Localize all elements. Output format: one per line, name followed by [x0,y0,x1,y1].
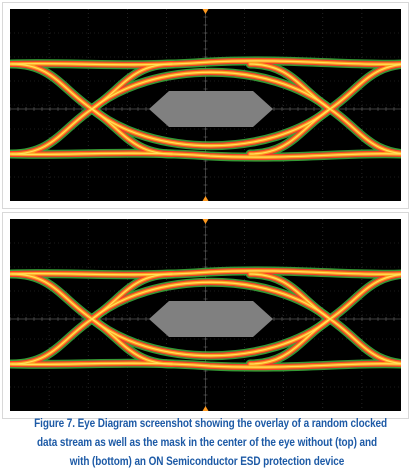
trigger-marker-bottom [202,196,209,201]
eye-trace [10,60,401,66]
eye-trace [91,71,331,110]
eye-diagram-top-frame [2,2,409,209]
eye-trace [91,281,331,320]
eye-trace [91,108,331,147]
caption-line-2: data stream as well as the mask in the c… [37,436,377,449]
figure-caption: Figure 7. Eye Diagram screenshot showing… [34,414,388,471]
eye-trace [10,362,401,368]
eye-trace [249,63,401,155]
eye-traces [10,266,401,372]
caption-line-1: Figure 7. Eye Diagram screenshot showing… [34,417,388,430]
scope-screen-top [10,9,401,201]
trigger-marker-bottom [202,406,209,411]
eye-trace [10,270,401,276]
eye-trace [249,273,401,365]
trigger-marker-top [202,219,209,224]
eye-traces [10,56,401,162]
trigger-markers [202,9,209,201]
trigger-marker-top [202,9,209,14]
scope-screen-bottom [10,219,401,411]
eye-mask-hexagon [149,301,273,337]
eye-diagram-top [10,9,401,201]
eye-diagram-bottom-frame [2,212,409,419]
eye-diagram-bottom [10,219,401,411]
caption-line-3: with (bottom) an ON Semiconductor ESD pr… [69,455,345,468]
eye-trace [91,318,331,357]
eye-trace [10,152,401,158]
trigger-markers [202,219,209,411]
eye-mask-hexagon [149,91,273,127]
